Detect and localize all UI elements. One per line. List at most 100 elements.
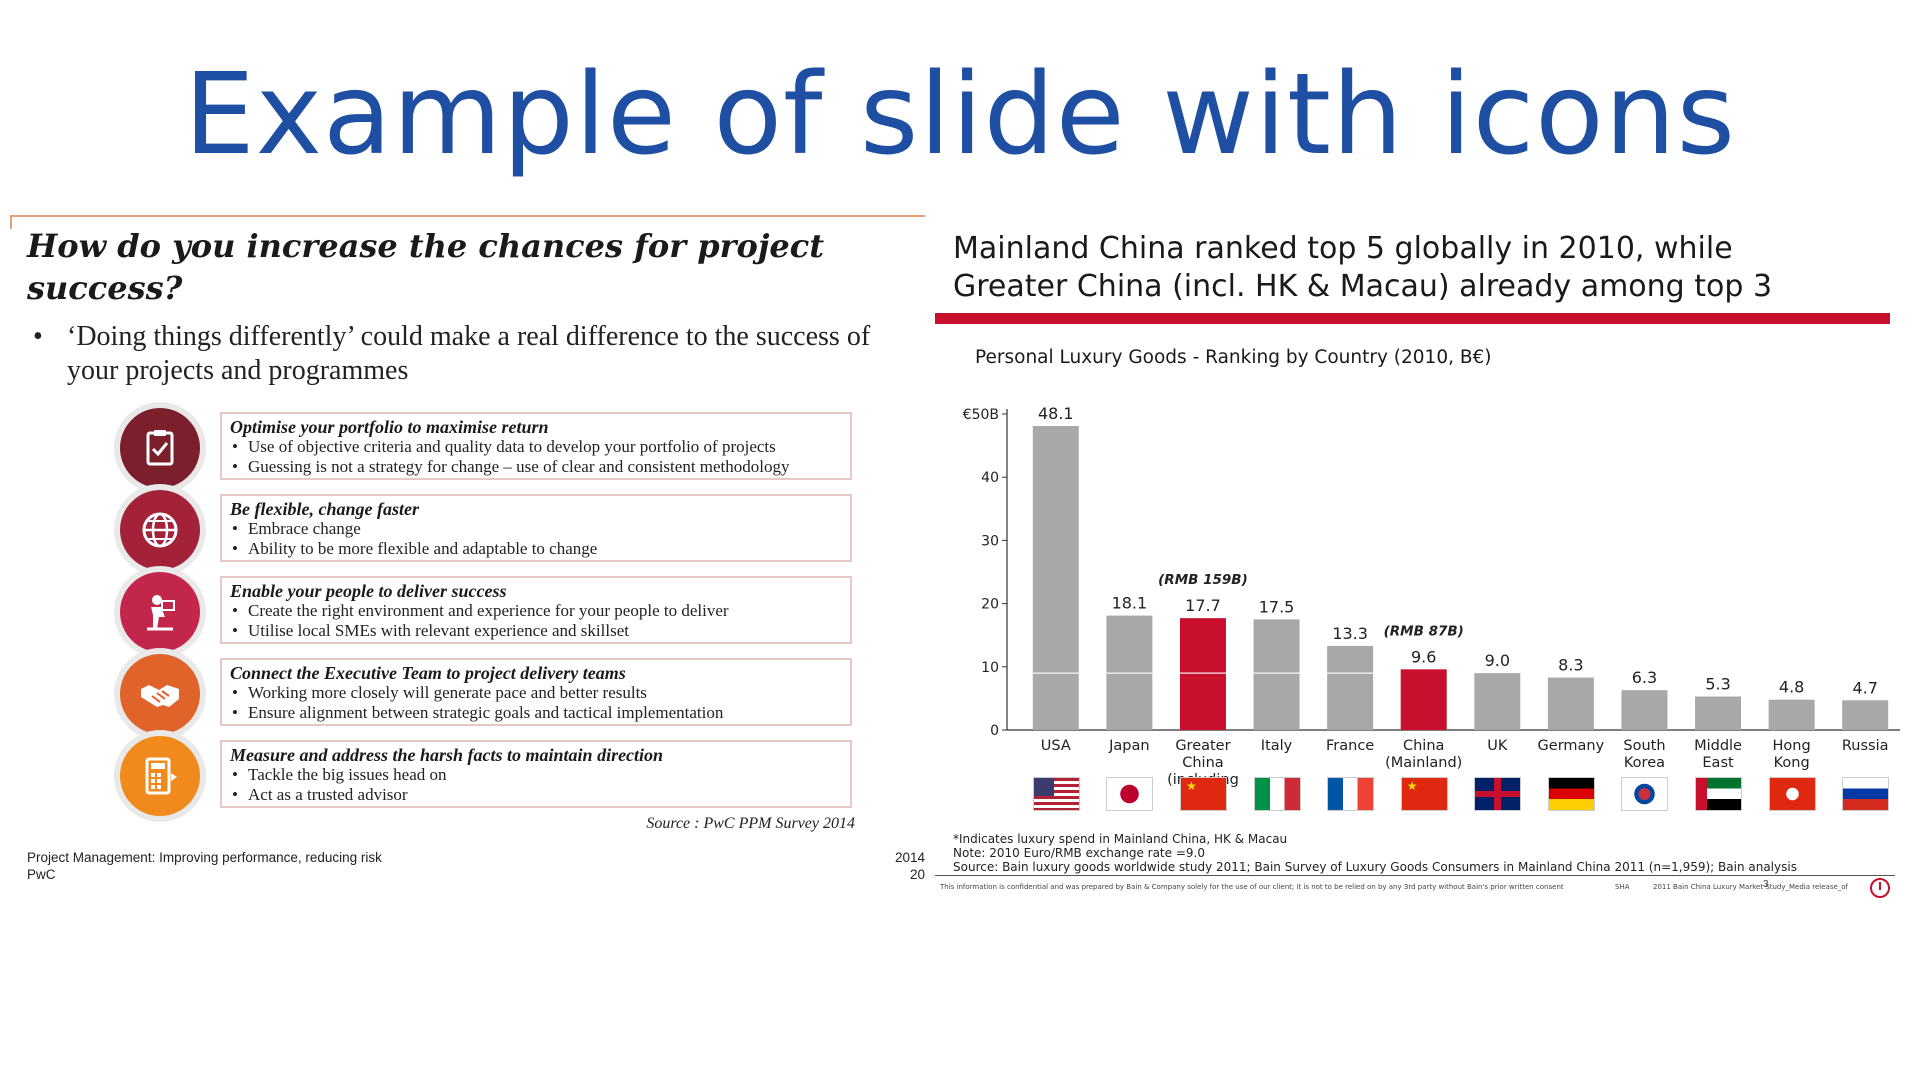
slide-question: How do you increase the chances for proj…	[27, 227, 825, 307]
annotation: (RMB 87B)	[1384, 623, 1464, 639]
data-label: 13.3	[1332, 624, 1368, 643]
list-item: Enable your people to deliver success Cr…	[120, 572, 860, 652]
source-note: Source : PwC PPM Survey 2014	[646, 815, 855, 832]
bar	[1327, 645, 1374, 730]
left-slide: How do you increase the chances for proj…	[10, 215, 925, 885]
x-tick-label: China	[1182, 755, 1223, 771]
slide-title-line: Mainland China ranked top 5 globally in …	[953, 231, 1733, 266]
y-tick-label: 20	[981, 597, 999, 613]
handshake-icon	[120, 654, 200, 734]
item-line: Create the right environment and experie…	[230, 601, 842, 621]
bar	[1842, 700, 1889, 730]
data-label: 9.6	[1411, 647, 1436, 666]
x-tick-label: Middle	[1694, 738, 1742, 754]
x-tick-label: Hong	[1773, 738, 1811, 754]
slide-footer: Project Management: Improving performanc…	[27, 849, 382, 883]
note-line: *Indicates luxury spend in Mainland Chin…	[953, 832, 1288, 846]
item-line: Working more closely will generate pace …	[230, 683, 842, 703]
bar	[1547, 677, 1594, 730]
item-heading: Optimise your portfolio to maximise retu…	[230, 417, 549, 437]
title-underline	[935, 313, 1890, 324]
release-note: 2011 Bain China Luxury Market Study_Medi…	[1653, 883, 1849, 891]
x-tick-label: Italy	[1261, 738, 1293, 754]
france-flag-icon	[1327, 777, 1375, 811]
office-code: SHA	[1615, 883, 1630, 891]
x-tick-label: (Mainland)	[1385, 755, 1462, 771]
x-tick-label: France	[1326, 738, 1374, 754]
bar	[1253, 619, 1300, 730]
us-flag-icon	[1032, 777, 1080, 811]
item-line: Tackle the big issues head on	[230, 765, 842, 785]
item-box: Enable your people to deliver success Cr…	[220, 576, 852, 644]
list-item: Connect the Executive Team to project de…	[120, 654, 860, 734]
x-tick-label: Germany	[1538, 738, 1605, 754]
x-tick-label: Russia	[1842, 738, 1889, 754]
bain-logo	[1870, 878, 1890, 898]
footer-company: PwC	[27, 867, 56, 882]
footer-year: 2014 20	[890, 849, 925, 883]
bar	[1179, 618, 1226, 730]
page-number: 3	[1763, 879, 1769, 890]
star-icon: ★	[1185, 779, 1197, 793]
us-flag-canton	[1033, 778, 1054, 796]
russia-flag-icon	[1842, 777, 1890, 811]
china-flag-icon: ★	[1400, 777, 1448, 811]
south-korea-flag-icon	[1621, 777, 1669, 811]
item-box: Connect the Executive Team to project de…	[220, 658, 852, 726]
item-box: Measure and address the harsh facts to m…	[220, 740, 852, 808]
slide-title-line: Greater China (incl. HK & Macau) already…	[953, 269, 1773, 304]
item-heading: Connect the Executive Team to project de…	[230, 663, 626, 683]
flag-row: ★ ★	[935, 777, 1920, 817]
uk-flag-icon	[1474, 777, 1522, 811]
bar	[1400, 669, 1447, 730]
bar-chart: 0 10 20 30 40 €50B 48.1 USA 18.1 Japan 17.7 Greater…	[963, 404, 1900, 790]
x-tick-label: USA	[1041, 738, 1071, 754]
note-line: Note: 2010 Euro/RMB exchange rate =9.0	[953, 846, 1205, 860]
x-tick-label: Korea	[1624, 755, 1665, 771]
list-item: Be flexible, change faster Embrace chang…	[120, 490, 860, 570]
list-item: Optimise your portfolio to maximise retu…	[120, 408, 860, 488]
bar	[1032, 426, 1079, 730]
confidential-note: This information is confidential and was…	[940, 883, 1564, 891]
chart-notes: *Indicates luxury spend in Mainland Chin…	[953, 832, 1797, 874]
data-label: 4.7	[1852, 678, 1877, 697]
bar	[1768, 699, 1815, 730]
chart-title: Personal Luxury Goods - Ranking by Count…	[975, 347, 1492, 368]
china-flag-icon: ★	[1179, 777, 1227, 811]
footer-year-1: 2014	[894, 850, 925, 865]
uae-flag-icon	[1695, 777, 1743, 811]
list-item: Measure and address the harsh facts to m…	[120, 736, 860, 816]
item-heading: Measure and address the harsh facts to m…	[230, 745, 664, 765]
data-label: 4.8	[1779, 678, 1804, 697]
x-tick-label: China	[1403, 738, 1444, 754]
data-label: 5.3	[1705, 675, 1730, 694]
globe-icon	[120, 490, 200, 570]
item-heading: Be flexible, change faster	[230, 499, 419, 519]
bar	[1695, 696, 1742, 730]
item-box: Be flexible, change faster Embrace chang…	[220, 494, 852, 562]
item-line: Ensure alignment between strategic goals…	[230, 703, 842, 723]
data-label: 6.3	[1632, 668, 1657, 687]
item-line: Embrace change	[230, 519, 842, 539]
checklist-icon	[120, 408, 200, 488]
calculator-icon	[120, 736, 200, 816]
x-tick-label: UK	[1487, 738, 1508, 754]
item-box: Optimise your portfolio to maximise retu…	[220, 412, 852, 480]
footer-year-2: 20	[909, 867, 925, 882]
germany-flag-icon	[1547, 777, 1595, 811]
item-line: Utilise local SMEs with relevant experie…	[230, 621, 842, 641]
hong-kong-flag-icon	[1768, 777, 1816, 811]
right-slide: Mainland China ranked top 5 globally in …	[935, 215, 1920, 915]
presenter-icon	[120, 572, 200, 652]
data-label: 8.3	[1558, 656, 1583, 675]
y-tick-label: €50B	[963, 407, 999, 423]
data-label: 9.0	[1485, 651, 1510, 670]
page-title: Example of slide with icons	[183, 50, 1736, 180]
star-icon: ★	[1406, 779, 1418, 793]
divider	[10, 215, 925, 217]
note-line: Source: Bain luxury goods worldwide stud…	[953, 860, 1797, 874]
data-label: 18.1	[1112, 594, 1148, 613]
bar	[1621, 690, 1668, 730]
divider	[935, 875, 1895, 876]
data-label: 17.5	[1259, 597, 1295, 616]
